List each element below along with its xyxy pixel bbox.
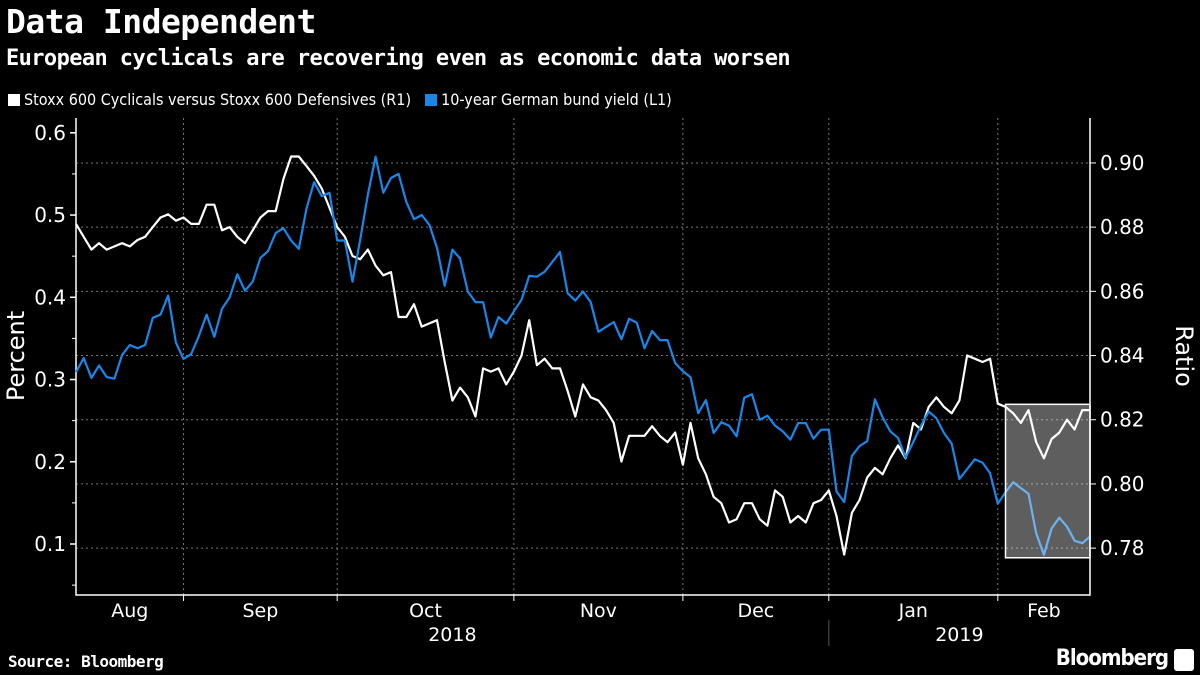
month-label: Aug [111,600,148,622]
month-label: Sep [242,600,278,622]
chart-title: Data Independent [6,2,316,41]
right-tick-label: 0.82 [1100,408,1145,432]
left-tick-label: 0.5 [34,203,66,227]
year-label: 2018 [428,624,476,646]
series-line-bund-yield [75,155,1091,556]
legend-label: Stoxx 600 Cyclicals versus Stoxx 600 Def… [24,90,412,109]
chart-subtitle: European cyclicals are recovering even a… [6,46,791,71]
left-tick-label: 0.3 [34,368,66,392]
axis-frame [75,118,1091,596]
legend: Stoxx 600 Cyclicals versus Stoxx 600 Def… [8,90,672,109]
legend-swatch-blue [425,93,438,106]
legend-item-cyclicals: Stoxx 600 Cyclicals versus Stoxx 600 Def… [8,90,411,109]
bloomberg-logo-icon [1174,649,1194,671]
left-tick-label: 0.4 [34,285,66,309]
legend-item-bund: 10-year German bund yield (L1) [425,90,672,109]
month-label: Jan [898,600,928,622]
left-axis-title: Percent [2,311,30,401]
right-axis-title: Ratio [1170,325,1198,387]
left-tick-label: 0.2 [34,450,66,474]
legend-swatch-white [8,93,20,106]
series-line-cyclicals [75,155,1090,556]
right-tick-label: 0.78 [1100,536,1145,560]
bloomberg-logo: Bloomberg [1055,646,1169,671]
right-tick-label: 0.80 [1100,472,1145,496]
right-tick-label: 0.88 [1100,215,1145,239]
right-tick-label: 0.90 [1100,151,1145,175]
source-note: Source: Bloomberg [8,652,164,671]
right-tick-label: 0.86 [1100,279,1145,303]
right-tick-label: 0.84 [1100,344,1145,368]
month-label: Feb [1027,600,1061,622]
month-label: Dec [737,600,774,622]
legend-label: 10-year German bund yield (L1) [441,90,672,109]
highlight-box [1004,403,1091,559]
month-label: Oct [409,600,442,622]
year-label: 2019 [935,624,983,646]
left-tick-label: 0.6 [34,121,66,145]
left-tick-label: 0.1 [34,532,66,556]
month-label: Nov [580,600,617,622]
